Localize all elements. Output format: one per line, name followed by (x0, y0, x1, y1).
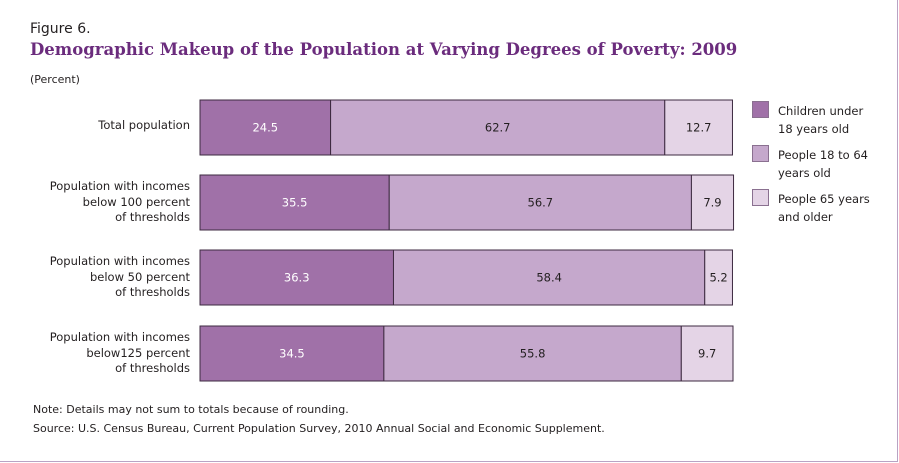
legend-label: People 65 years and older (778, 190, 898, 226)
bar-segment (199, 325, 385, 382)
legend-label-line: People 18 to 64 (778, 148, 868, 162)
bar-segment (704, 249, 733, 306)
bar-segment (388, 174, 692, 231)
legend-swatch (752, 189, 769, 206)
category-label-line: Population with incomes (49, 330, 190, 345)
legend-swatch (752, 101, 769, 118)
chart-title: Demographic Makeup of the Population at … (30, 40, 738, 59)
category-label-line: of thresholds (115, 210, 190, 225)
legend-label-line: and older (778, 210, 833, 224)
legend-label: Children under 18 years old (778, 102, 898, 138)
bar-segment (199, 99, 332, 156)
category-label-line: below 50 percent (89, 269, 190, 284)
category-label-line: Population with incomes (49, 254, 190, 269)
category-label: Population with incomes below 100 percent… (5, 179, 190, 226)
data-label: 36.3 (284, 271, 310, 285)
legend-label-line: years old (778, 166, 831, 180)
category-label-line: of thresholds (115, 361, 190, 376)
bar-segment (664, 99, 733, 156)
category-label-line: below125 percent (86, 345, 190, 360)
legend-label-line: People 65 years (778, 192, 870, 206)
legend-swatch (752, 145, 769, 162)
data-label: 56.7 (528, 196, 554, 210)
data-label: 24.5 (252, 121, 278, 135)
bar-segment (383, 325, 682, 382)
bar-segment (680, 325, 734, 382)
bar-segment (690, 174, 735, 231)
category-label-line: of thresholds (115, 285, 190, 300)
data-label: 55.8 (520, 347, 546, 361)
category-label: Total population (5, 118, 190, 134)
bar-segment (199, 249, 394, 306)
category-label-line: Total population (98, 118, 190, 132)
data-label: 35.5 (282, 196, 308, 210)
data-label: 58.4 (536, 271, 562, 285)
note-text: Note: Details may not sum to totals beca… (33, 403, 349, 416)
legend-label-line: 18 years old (778, 122, 850, 136)
data-label: 34.5 (279, 347, 305, 361)
source-text: Source: U.S. Census Bureau, Current Popu… (33, 422, 605, 435)
data-label: 12.7 (686, 121, 712, 135)
bar-segment (330, 99, 666, 156)
data-label: 9.7 (698, 347, 716, 361)
data-label: 62.7 (485, 121, 511, 135)
category-label-line: below 100 percent (82, 194, 190, 209)
category-label: Population with incomes below 50 percent o… (5, 254, 190, 301)
category-label: Population with incomes below125 percent o… (5, 330, 190, 377)
figure-label: Figure 6. (30, 21, 91, 37)
legend-label: People 18 to 64 years old (778, 146, 898, 182)
data-label: 5.2 (709, 271, 727, 285)
legend-label-line: Children under (778, 104, 864, 118)
category-label-line: Population with incomes (49, 179, 190, 194)
data-label: 7.9 (703, 196, 721, 210)
unit-label: (Percent) (30, 73, 80, 86)
